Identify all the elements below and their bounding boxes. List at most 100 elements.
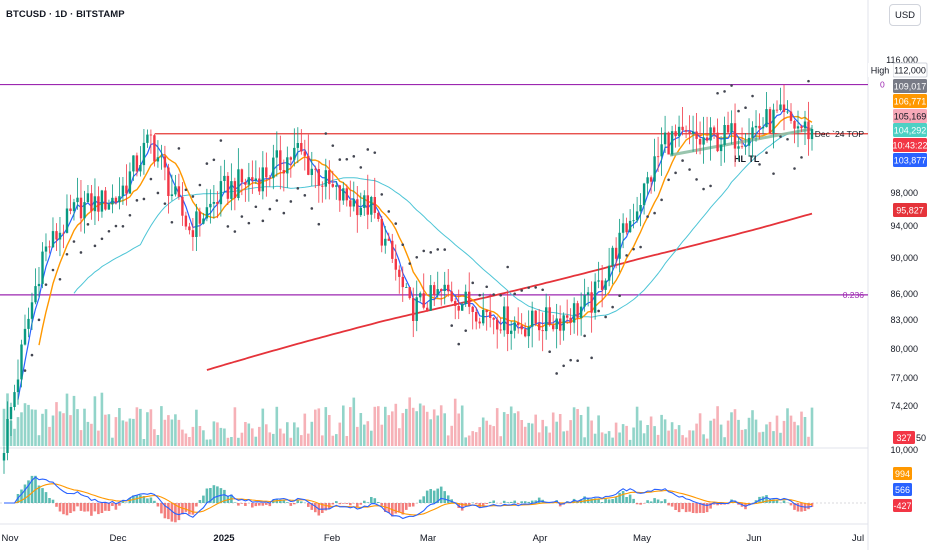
volume-bar — [262, 409, 265, 446]
macd-histogram-bar — [157, 503, 160, 507]
candle-body — [639, 205, 641, 211]
macd-histogram-bar — [625, 497, 628, 503]
candle-body — [367, 195, 369, 214]
price-badge: 106,771 — [893, 94, 927, 108]
psar-dot — [478, 294, 481, 297]
macd-histogram-bar — [433, 491, 436, 503]
volume-bar — [720, 425, 723, 446]
macd-histogram-bar — [367, 502, 370, 503]
candle-body — [374, 197, 376, 213]
candle-body — [706, 137, 708, 140]
candle-body — [370, 197, 372, 215]
currency-button[interactable]: USD — [889, 4, 921, 26]
macd-histogram-bar — [216, 486, 219, 503]
candle-body — [346, 188, 348, 200]
candle-body — [576, 303, 578, 318]
candle-body — [573, 303, 575, 322]
candle-body — [216, 202, 218, 204]
macd-histogram-bar — [241, 503, 244, 504]
dec-top-label: Dec `24 TOP — [815, 129, 865, 139]
volume-bar — [765, 424, 768, 446]
macd-histogram-bar — [55, 503, 58, 507]
candle-body — [178, 186, 180, 197]
psar-dot — [653, 212, 656, 215]
macd-histogram-bar — [150, 498, 153, 504]
volume-bar — [17, 417, 20, 446]
macd-histogram-bar — [440, 487, 443, 503]
psar-dot — [555, 372, 558, 375]
psar-dot — [192, 195, 195, 198]
macd-histogram-bar — [59, 503, 62, 512]
psar-dot — [380, 193, 383, 196]
volume-bar — [38, 435, 41, 446]
psar-dot — [772, 172, 775, 175]
psar-dot — [150, 178, 153, 181]
volume-bar — [485, 421, 488, 446]
candle-body — [171, 194, 173, 196]
candle-body — [451, 291, 453, 301]
psar-dot — [318, 223, 321, 226]
volume-bar — [415, 411, 418, 446]
candle-body — [528, 327, 530, 336]
volume-bar — [737, 420, 740, 446]
volume-bar — [391, 411, 394, 446]
macd-histogram-bar — [87, 503, 90, 511]
candle-body — [230, 181, 232, 199]
candle-body — [646, 177, 648, 183]
fib-0236-label: 0.236 — [843, 290, 865, 300]
macd-histogram-bar — [258, 503, 261, 506]
volume-bar — [209, 439, 212, 446]
psar-dot — [429, 251, 432, 254]
candle-body — [409, 287, 411, 298]
macd-histogram-bar — [62, 503, 65, 514]
candle-body — [430, 285, 432, 311]
candle-body — [566, 315, 568, 317]
candle-body — [692, 132, 694, 134]
volume-bar — [300, 435, 303, 446]
symbol-header[interactable]: BTCUSD · 1D · BITSTAMP — [6, 9, 125, 20]
candle-body — [751, 127, 753, 137]
candle-body — [209, 204, 211, 207]
volume-bar — [111, 438, 114, 446]
volume-bar — [748, 418, 751, 446]
candle-body — [104, 191, 106, 210]
volume-bar — [104, 415, 107, 446]
candle-body — [475, 312, 477, 322]
volume-bar — [20, 412, 23, 446]
volume-bar — [646, 425, 649, 446]
psar-dot — [122, 225, 125, 228]
candle-body — [454, 301, 456, 306]
psar-dot — [66, 253, 69, 256]
volume-bar — [496, 408, 499, 446]
psar-dot — [164, 202, 167, 205]
candle-body — [580, 307, 582, 318]
candle-body — [650, 177, 652, 181]
macd-histogram-bar — [517, 503, 520, 504]
volume-bar — [353, 398, 356, 446]
candle-body — [174, 186, 176, 194]
psar-dot — [73, 240, 76, 243]
volume-bar — [545, 426, 548, 446]
macd-histogram-bar — [636, 503, 639, 504]
psar-dot — [255, 205, 258, 208]
candle-body — [342, 188, 344, 200]
candle-body — [52, 231, 54, 247]
macd-histogram-bar — [513, 501, 516, 503]
psar-dot — [234, 230, 237, 233]
candle-body — [503, 306, 505, 330]
volume-bar — [230, 437, 233, 446]
volume-bar — [339, 423, 342, 446]
candle-body — [758, 126, 760, 128]
macd-histogram-bar — [48, 498, 51, 503]
candle-body — [118, 196, 120, 202]
volume-bar — [125, 422, 128, 446]
macd-histogram-bar — [188, 503, 191, 514]
candle-body — [297, 143, 299, 148]
volume-bar — [447, 435, 450, 446]
macd-histogram-bar — [646, 500, 649, 503]
price-badge: 10:43:22 — [892, 138, 927, 152]
volume-bar — [402, 413, 405, 446]
